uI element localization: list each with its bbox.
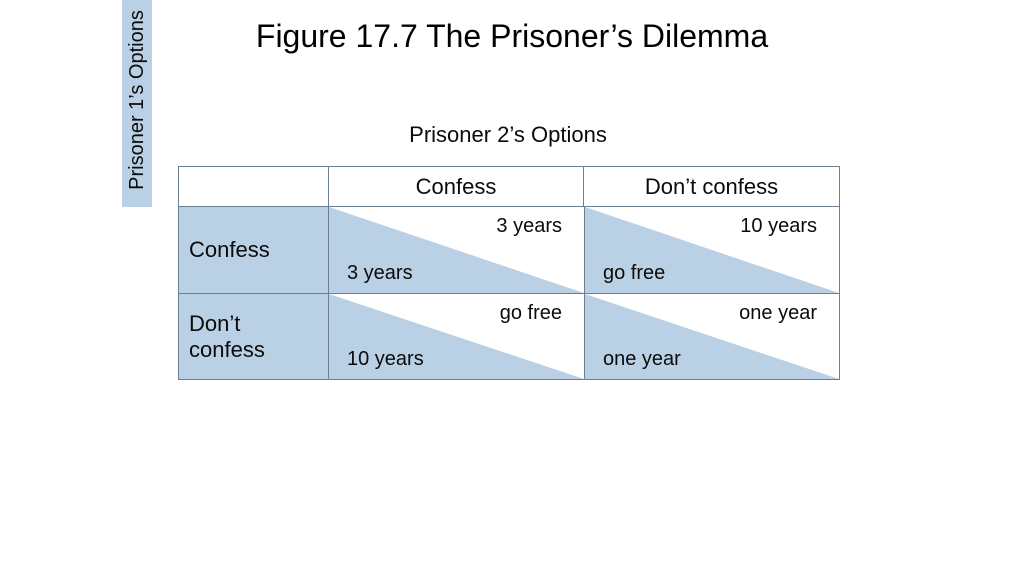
- row-group-title: Prisoner 1’s Options: [122, 0, 152, 207]
- col-header-0: Confess: [329, 167, 584, 207]
- p1-payoff: one year: [603, 348, 681, 371]
- corner-cell: [179, 167, 329, 207]
- p1-payoff: 3 years: [347, 262, 413, 285]
- col-header-1: Don’t confess: [584, 167, 839, 207]
- payoff-matrix: Confess Don’t confess Confess 3 years 3 …: [178, 166, 840, 380]
- body-row-0: Confess 3 years 3 years 10 years go free: [179, 207, 839, 293]
- body-row-1: Don’t confess go free 10 years one year …: [179, 293, 839, 379]
- figure-title: Figure 17.7 The Prisoner’s Dilemma: [0, 18, 1024, 55]
- p1-payoff: 10 years: [347, 348, 424, 371]
- payoff-cell-0-1: 10 years go free: [584, 207, 839, 293]
- row-header-1-line-0: Don’t: [189, 311, 265, 336]
- p2-payoff: 10 years: [740, 215, 817, 238]
- row-header-0: Confess: [179, 207, 329, 293]
- header-row: Confess Don’t confess: [179, 167, 839, 207]
- column-group-title: Prisoner 2’s Options: [178, 122, 838, 148]
- page: Figure 17.7 The Prisoner’s Dilemma Priso…: [0, 0, 1024, 576]
- p2-payoff: go free: [500, 302, 562, 325]
- p1-payoff: go free: [603, 262, 665, 285]
- payoff-cell-1-1: one year one year: [584, 293, 839, 379]
- row-header-1: Don’t confess: [179, 293, 329, 379]
- p2-payoff: 3 years: [496, 215, 562, 238]
- row-header-1-line-1: confess: [189, 337, 265, 362]
- row-header-0-line-0: Confess: [189, 237, 270, 262]
- payoff-cell-1-0: go free 10 years: [329, 293, 584, 379]
- payoff-cell-0-0: 3 years 3 years: [329, 207, 584, 293]
- p2-payoff: one year: [739, 302, 817, 325]
